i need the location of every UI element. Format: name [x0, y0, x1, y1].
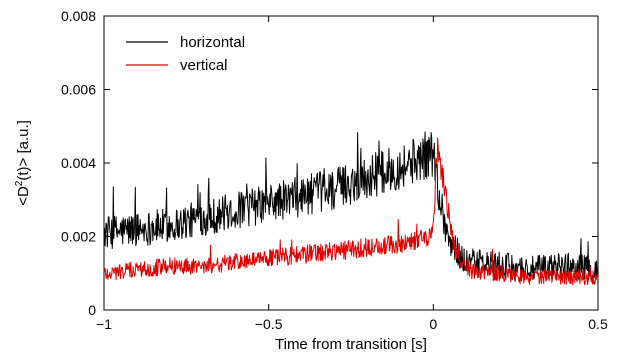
x-axis: −1 −0.5 0 0.5 [96, 16, 608, 332]
x-tick-label: 0.5 [588, 316, 608, 332]
x-tick-label: 0 [429, 316, 437, 332]
series-line-vertical [103, 137, 599, 286]
legend: horizontal vertical [126, 34, 245, 74]
legend-label-horizontal: horizontal [180, 34, 245, 51]
y-tick-label: 0.006 [61, 82, 96, 98]
y-tick-label: 0.008 [61, 8, 96, 24]
x-tick-label: −0.5 [255, 316, 283, 332]
y-tick-label: 0 [88, 302, 96, 318]
series-layer [103, 131, 599, 286]
y-tick-label: 0.004 [61, 155, 96, 171]
y-axis-label-prefix: <D [15, 186, 32, 206]
legend-label-vertical: vertical [180, 57, 228, 74]
y-axis-label: <D2(t)> [a.u.] [14, 120, 32, 206]
x-axis-label: Time from transition [s] [275, 336, 427, 353]
x-tick-label: −1 [96, 316, 112, 332]
y-axis: 0 0.002 0.004 0.006 0.008 [61, 8, 598, 318]
series-line-horizontal [103, 131, 599, 282]
y-axis-label-superscript: 2 [14, 180, 25, 186]
y-axis-label-suffix: (t)> [a.u.] [15, 120, 32, 180]
y-tick-label: 0.002 [61, 229, 96, 245]
